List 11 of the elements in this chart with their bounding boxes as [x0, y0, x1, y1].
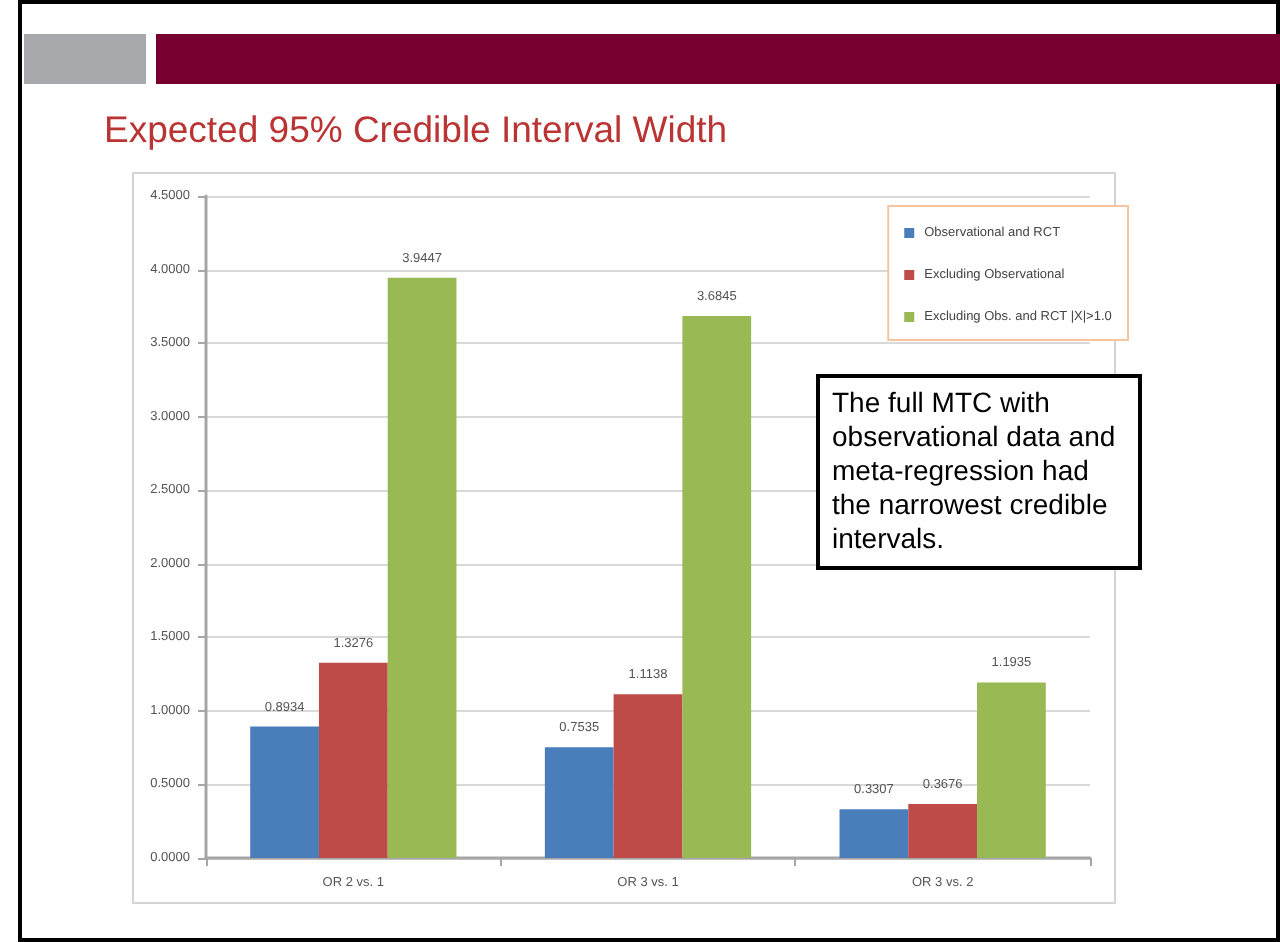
bar: [544, 747, 614, 858]
bar: [250, 726, 319, 858]
bar: [613, 694, 683, 858]
bar: [839, 809, 909, 858]
bar: [977, 682, 1046, 858]
annotation: The full MTC with observational data and meta-regression had the narrowest credible intervals.: [816, 374, 1142, 570]
bar: [318, 662, 388, 858]
bar: [908, 803, 978, 858]
bar: [682, 315, 752, 858]
chart-title: Expected 95% Credible Interval Width: [104, 108, 728, 150]
bar: [387, 277, 457, 858]
